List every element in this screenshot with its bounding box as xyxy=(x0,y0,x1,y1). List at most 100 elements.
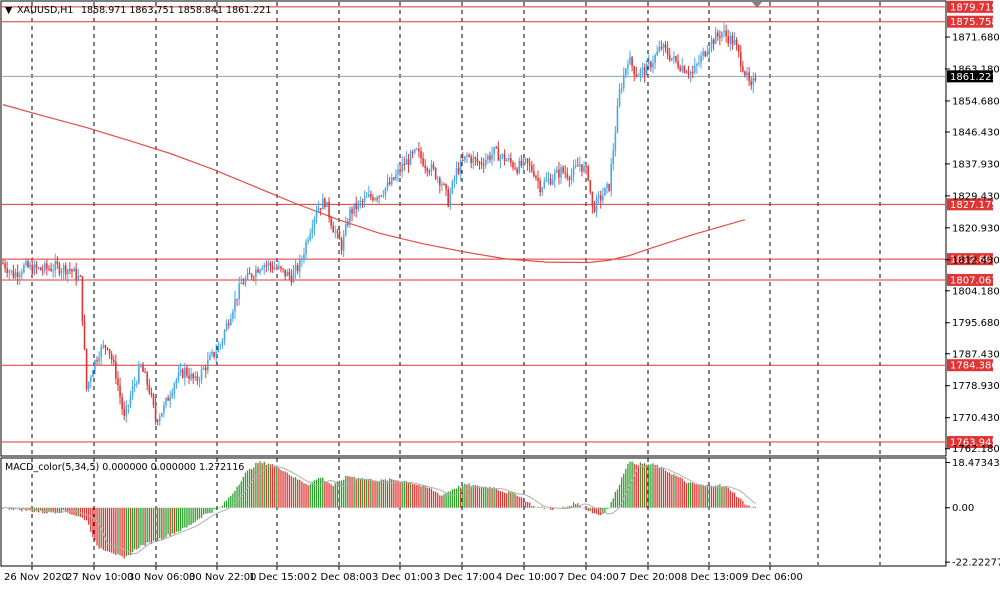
candle-body xyxy=(625,68,627,75)
candle-body xyxy=(257,269,259,273)
price-axis: 1871.680 1863.180 1854.680 1846.430 1837.930… xyxy=(945,33,1000,455)
candle-body xyxy=(175,379,178,384)
candle-body xyxy=(568,177,571,180)
candle-body xyxy=(664,44,667,49)
candle-body xyxy=(411,152,414,154)
candle-body xyxy=(58,264,61,274)
candle-body xyxy=(177,372,180,380)
candle-body xyxy=(495,147,498,149)
candle-body xyxy=(376,198,378,200)
candle-body xyxy=(35,264,38,268)
candle-body xyxy=(165,397,167,406)
candle-body xyxy=(510,158,512,163)
candle-body xyxy=(472,157,475,163)
candle-body xyxy=(658,47,661,52)
candle-body xyxy=(639,69,642,76)
level-label: 1875.758 xyxy=(950,17,998,28)
candle-body xyxy=(541,187,544,193)
candle-body xyxy=(48,268,50,270)
time-tick-label: 3 Dec 17:00 xyxy=(434,572,495,583)
candle-body xyxy=(338,231,341,240)
time-tick-label: 8 Dec 13:00 xyxy=(681,572,742,583)
candle-body xyxy=(223,330,226,341)
moving-average xyxy=(2,104,746,264)
time-tick-label: 9 Dec 06:00 xyxy=(742,572,803,583)
candle-body xyxy=(357,201,360,210)
candle-body xyxy=(204,367,207,371)
macd-signal-line xyxy=(3,465,756,555)
candle-body xyxy=(401,163,403,172)
candle-body xyxy=(246,272,249,279)
candle-body xyxy=(342,234,345,251)
candle-body xyxy=(735,40,738,46)
candle-body xyxy=(528,163,531,166)
candle-body xyxy=(202,367,205,370)
candle-body xyxy=(196,376,199,381)
candle-body xyxy=(424,165,426,169)
price-tick-label: 1837.930 xyxy=(952,159,1000,170)
candle-body xyxy=(184,367,186,378)
candle-body xyxy=(255,269,257,278)
candle-body xyxy=(378,195,380,199)
chart-shift-marker-icon[interactable] xyxy=(752,2,762,8)
candle-body xyxy=(597,195,600,198)
candle-body xyxy=(284,269,286,277)
candle-body xyxy=(278,266,280,269)
candle-body xyxy=(654,55,656,63)
candle-body xyxy=(604,187,606,196)
candle-body xyxy=(351,208,353,214)
candle-body xyxy=(744,71,746,76)
candle-body xyxy=(267,263,270,266)
time-tick-label: 30 Nov 06:00 xyxy=(128,572,195,583)
candle-body xyxy=(562,167,564,173)
candle-body xyxy=(353,203,355,214)
horizontal-levels[interactable]: 1879.715 1875.758 1827.179 1812.601 1807.067… xyxy=(2,0,998,449)
candle-body xyxy=(612,150,615,165)
ohlc-header: 1858.971 1863.751 1858.841 1861.221 xyxy=(81,5,271,16)
candle-body xyxy=(129,396,132,405)
candle-body xyxy=(455,168,458,179)
candle-body xyxy=(121,397,123,410)
symbol-header: XAUUSD,H1 xyxy=(17,5,73,16)
candle-body xyxy=(602,195,604,201)
candle-body xyxy=(225,323,228,331)
candle-body xyxy=(363,197,366,202)
candle-body xyxy=(434,167,437,179)
chart-header-icon: ▼ xyxy=(5,5,13,16)
candle-body xyxy=(313,218,316,228)
candle-body xyxy=(37,267,40,269)
candle-body xyxy=(530,165,533,172)
candle-body xyxy=(622,74,625,89)
candle-body xyxy=(234,298,236,312)
candle-body xyxy=(163,405,165,413)
candle-body xyxy=(497,147,500,161)
candle-body xyxy=(18,274,21,277)
candle-body xyxy=(12,270,15,278)
candle-body xyxy=(637,75,640,77)
candlesticks[interactable] xyxy=(2,22,757,426)
candle-body xyxy=(273,267,276,270)
candle-body xyxy=(382,194,385,196)
candle-body xyxy=(64,265,67,275)
candle-body xyxy=(436,178,439,180)
current-price-label: 1861.221 xyxy=(950,72,998,83)
candle-body xyxy=(104,345,107,348)
candle-body xyxy=(476,158,479,163)
candle-body xyxy=(679,67,681,71)
candle-body xyxy=(25,261,27,265)
candle-body xyxy=(737,45,740,52)
candle-body xyxy=(173,383,176,393)
candle-body xyxy=(405,159,408,165)
candle-body xyxy=(192,373,194,379)
candle-body xyxy=(570,175,573,180)
candle-body xyxy=(365,196,368,198)
candle-body xyxy=(46,263,48,269)
candle-body xyxy=(94,360,96,372)
candle-body xyxy=(96,360,98,362)
candle-body xyxy=(142,364,144,372)
candle-body xyxy=(209,355,211,360)
candle-body xyxy=(685,72,688,74)
candle-body xyxy=(367,194,370,197)
